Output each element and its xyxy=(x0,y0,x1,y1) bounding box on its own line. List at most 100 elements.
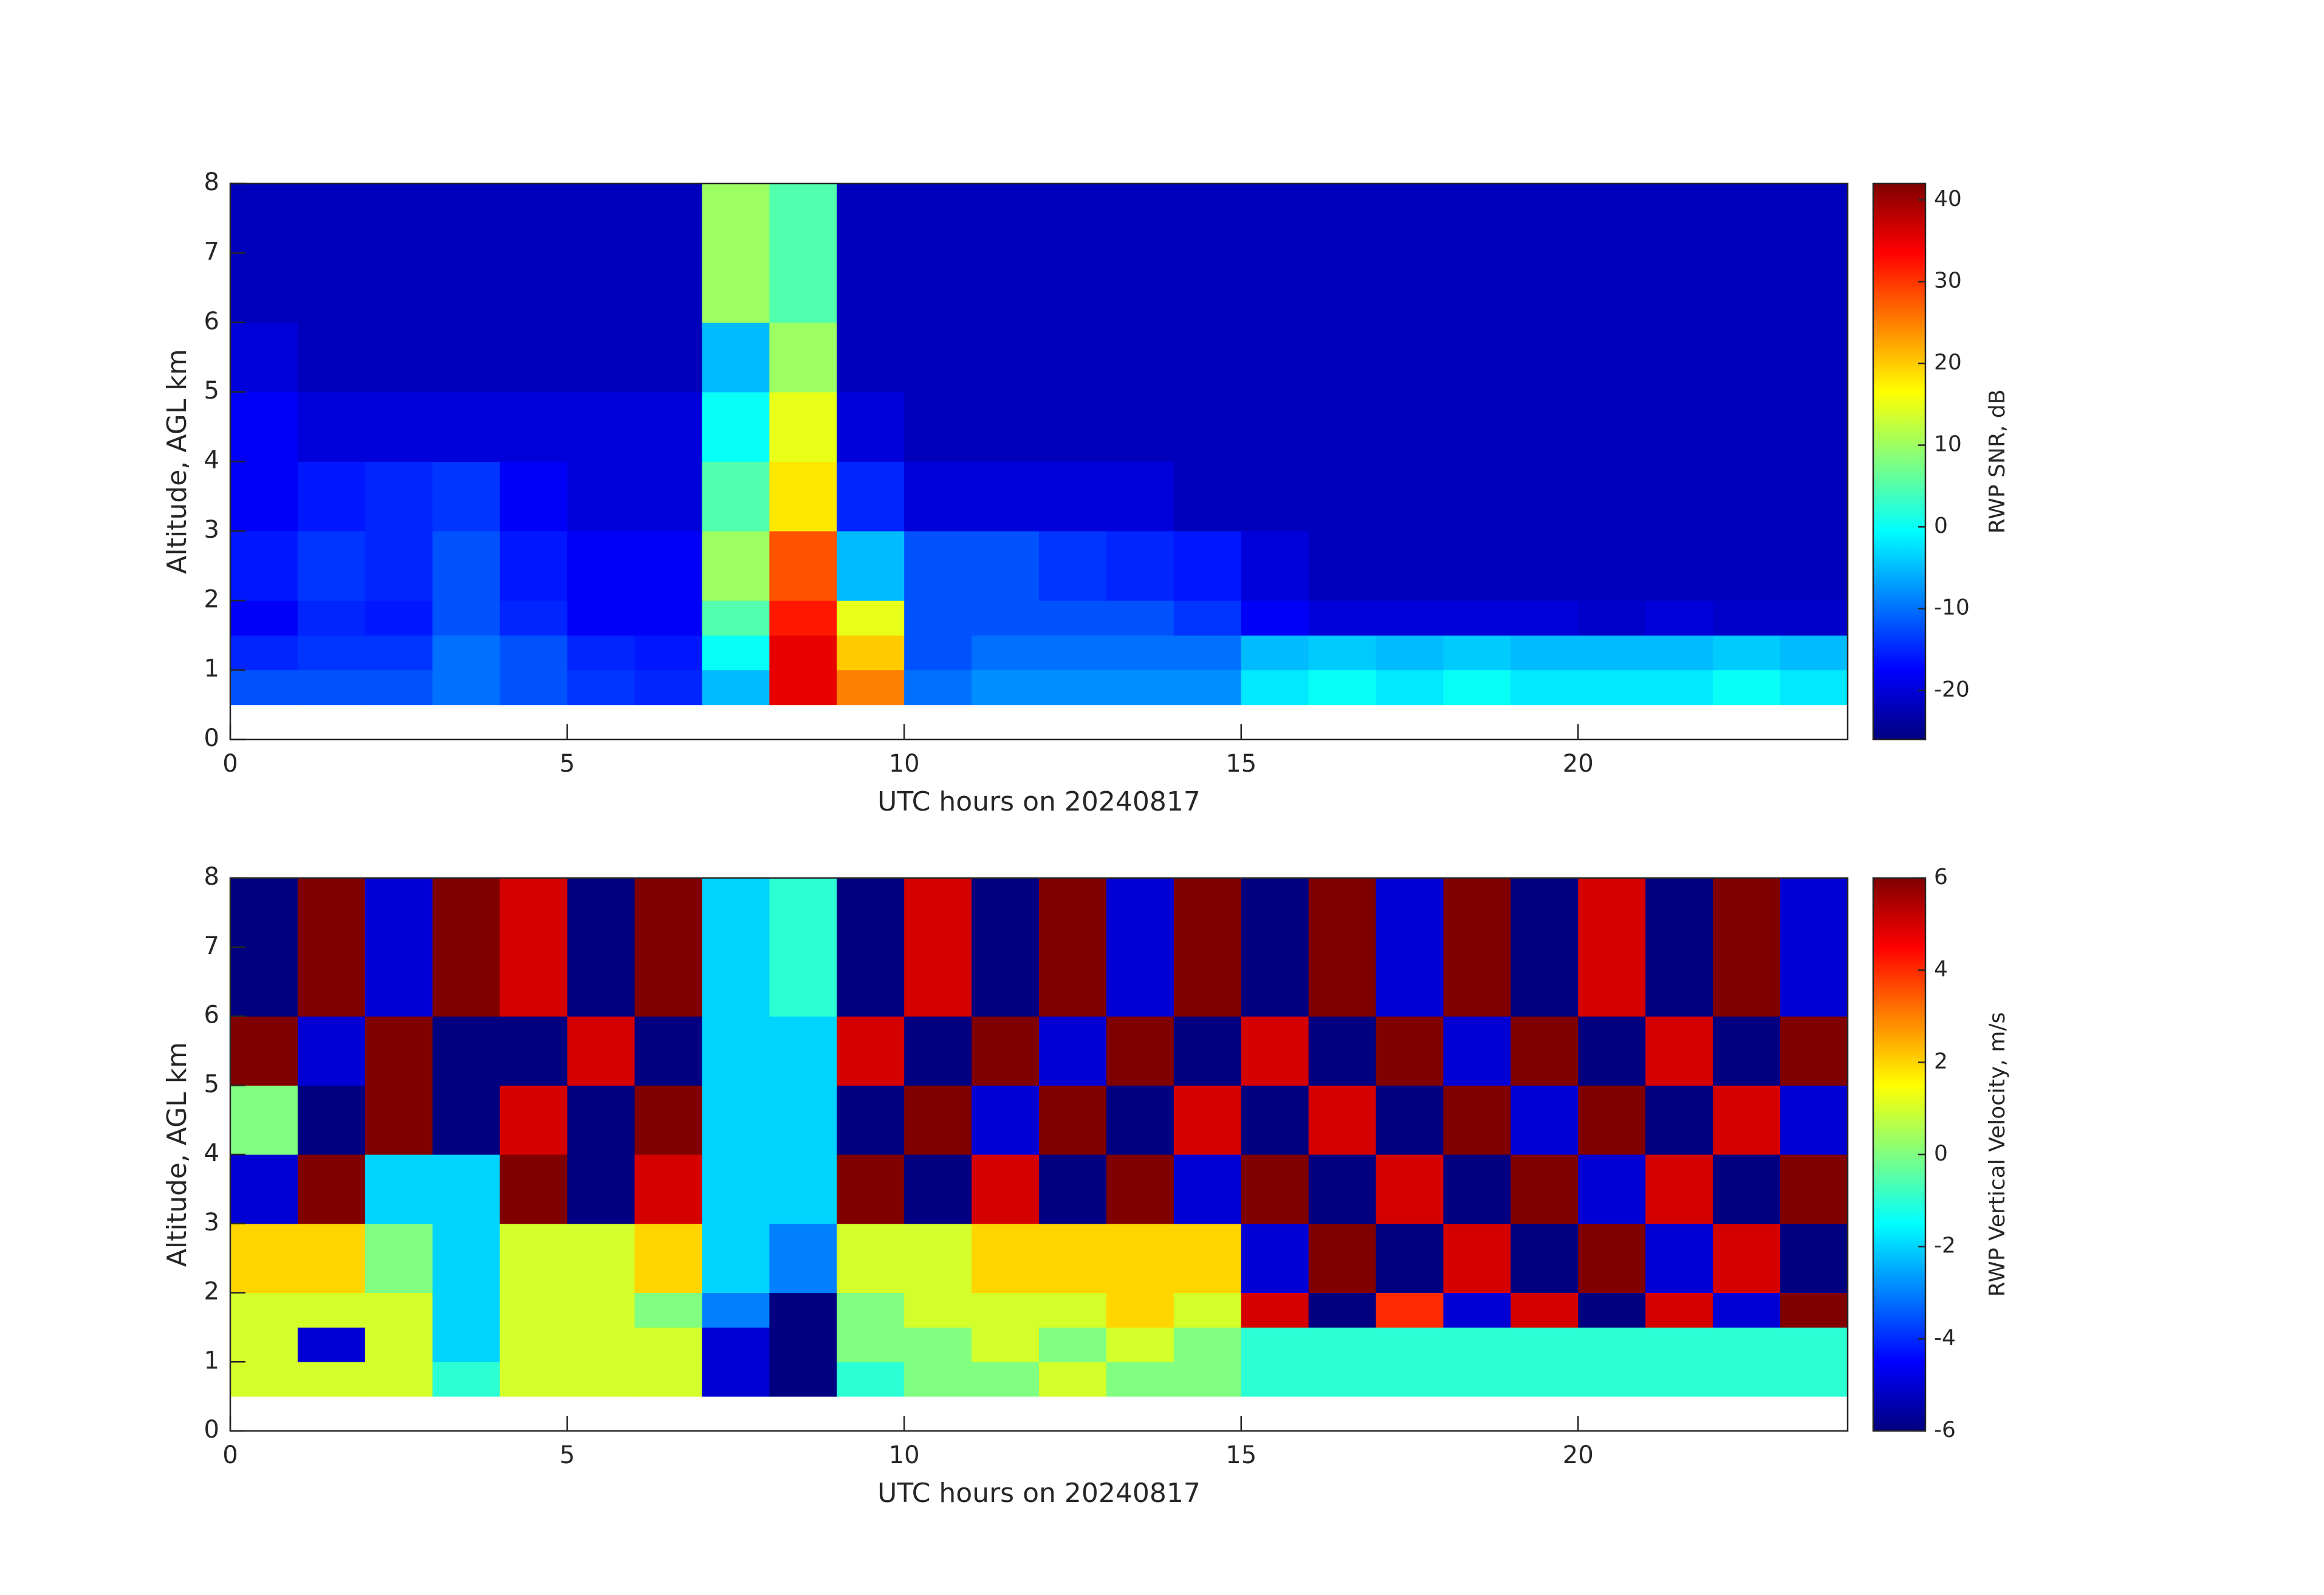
heatmap-cell xyxy=(1645,461,1713,532)
colorbar-tick-label: -6 xyxy=(1934,1418,1956,1442)
x-tick-label: 5 xyxy=(560,1441,575,1469)
heatmap-cell xyxy=(1106,322,1174,393)
heatmap-cell xyxy=(1510,461,1578,532)
heatmap-cell xyxy=(297,670,366,705)
heatmap-cell xyxy=(1510,322,1578,393)
heatmap-cell xyxy=(1308,635,1377,671)
y-tick-label: 3 xyxy=(204,1209,219,1237)
heatmap-cell xyxy=(1645,635,1713,671)
heatmap-cell xyxy=(904,461,972,532)
heatmap-cell xyxy=(365,1362,433,1397)
y-tick-label: 4 xyxy=(204,447,219,475)
heatmap-cell xyxy=(1780,670,1848,705)
heatmap-cell xyxy=(365,635,433,671)
heatmap-cell xyxy=(1510,1085,1578,1155)
heatmap-cell xyxy=(1713,322,1781,393)
heatmap-cell xyxy=(1241,461,1309,532)
heatmap-cell xyxy=(365,461,433,532)
heatmap-cell xyxy=(972,635,1040,671)
heatmap-cell xyxy=(634,392,702,462)
y-tick-label: 1 xyxy=(204,655,219,683)
heatmap-cell xyxy=(499,1362,568,1397)
colorbar-tick-label: -20 xyxy=(1934,677,1970,702)
heatmap-cell xyxy=(1780,1085,1848,1155)
heatmap-cell xyxy=(1039,1016,1107,1086)
heatmap-cell xyxy=(1578,461,1646,532)
heatmap-cell xyxy=(499,1223,568,1293)
heatmap-cell xyxy=(1173,1292,1242,1328)
heatmap-cell xyxy=(769,1362,837,1397)
x-tick-label: 15 xyxy=(1225,750,1256,778)
heatmap-cell xyxy=(1039,635,1107,671)
heatmap-cell xyxy=(904,1085,972,1155)
heatmap-cell xyxy=(1780,1362,1848,1397)
heatmap-cell xyxy=(769,1016,837,1086)
heatmap-cell xyxy=(1173,322,1242,393)
heatmap-cell xyxy=(904,1362,972,1397)
heatmap-cell xyxy=(567,635,635,671)
heatmap-cell xyxy=(972,1154,1040,1224)
heatmap-cell xyxy=(1039,1085,1107,1155)
heatmap-cell xyxy=(499,1016,568,1086)
heatmap-cell xyxy=(904,184,972,323)
heatmap-cell xyxy=(1376,635,1444,671)
heatmap-cell xyxy=(1780,392,1848,462)
heatmap-cell xyxy=(365,1327,433,1362)
colorbar-tick-label: -2 xyxy=(1934,1233,1956,1258)
heatmap-cell xyxy=(1443,1223,1511,1293)
heatmap-cell xyxy=(1443,322,1511,393)
heatmap-cell xyxy=(1173,461,1242,532)
heatmap-cell xyxy=(1376,1016,1444,1086)
y-tick-label: 8 xyxy=(204,168,219,196)
heatmap-cell xyxy=(432,530,501,601)
heatmap-cell xyxy=(365,530,433,601)
heatmap-cell xyxy=(432,635,501,671)
heatmap-cell xyxy=(702,530,770,601)
heatmap-cell xyxy=(1376,1154,1444,1224)
heatmap-cell xyxy=(1578,530,1646,601)
heatmap-cell xyxy=(769,1223,837,1293)
heatmap-cell xyxy=(634,1292,702,1328)
colorbar-tick-label: 2 xyxy=(1934,1049,1948,1074)
heatmap-cell xyxy=(904,322,972,393)
heatmap-cell xyxy=(769,1085,837,1155)
heatmap-cell xyxy=(230,1223,298,1293)
heatmap-cell xyxy=(297,322,366,393)
heatmap-cell xyxy=(1241,1327,1309,1362)
heatmap-cell xyxy=(904,1223,972,1293)
heatmap-cell xyxy=(1780,1223,1848,1293)
heatmap-cell xyxy=(769,1327,837,1362)
y-tick-label: 0 xyxy=(204,1416,219,1444)
heatmap-cell xyxy=(499,322,568,393)
heatmap-cell xyxy=(904,878,972,1017)
colorbar-tick-label: 0 xyxy=(1934,1141,1948,1166)
heatmap-cell xyxy=(1241,1362,1309,1397)
heatmap-cell xyxy=(972,670,1040,705)
heatmap-cell xyxy=(365,600,433,636)
heatmap-cell xyxy=(1510,1223,1578,1293)
heatmap-cell xyxy=(1308,1085,1377,1155)
colorbar xyxy=(1872,182,1927,741)
heatmap-cell xyxy=(1780,461,1848,532)
heatmap-cell xyxy=(1173,1016,1242,1086)
heatmap-cell xyxy=(1780,530,1848,601)
heatmap-cell xyxy=(904,1016,972,1086)
heatmap-cell xyxy=(972,1223,1040,1293)
heatmap-cell xyxy=(230,635,298,671)
heatmap-cell xyxy=(904,1327,972,1362)
heatmap-cell xyxy=(702,1292,770,1328)
heatmap-cell xyxy=(365,1223,433,1293)
heatmap-cell xyxy=(1578,1327,1646,1362)
heatmap-cell xyxy=(230,392,298,462)
heatmap-cell xyxy=(1308,461,1377,532)
x-tick-label: 5 xyxy=(560,750,575,778)
heatmap-cell xyxy=(702,600,770,636)
heatmap-cell xyxy=(1713,670,1781,705)
heatmap-cell xyxy=(769,1292,837,1328)
heatmap-cell xyxy=(702,392,770,462)
heatmap-cell xyxy=(972,530,1040,601)
heatmap-cell xyxy=(1241,1016,1309,1086)
heatmap-cell xyxy=(634,1362,702,1397)
heatmap-cell xyxy=(837,878,905,1017)
